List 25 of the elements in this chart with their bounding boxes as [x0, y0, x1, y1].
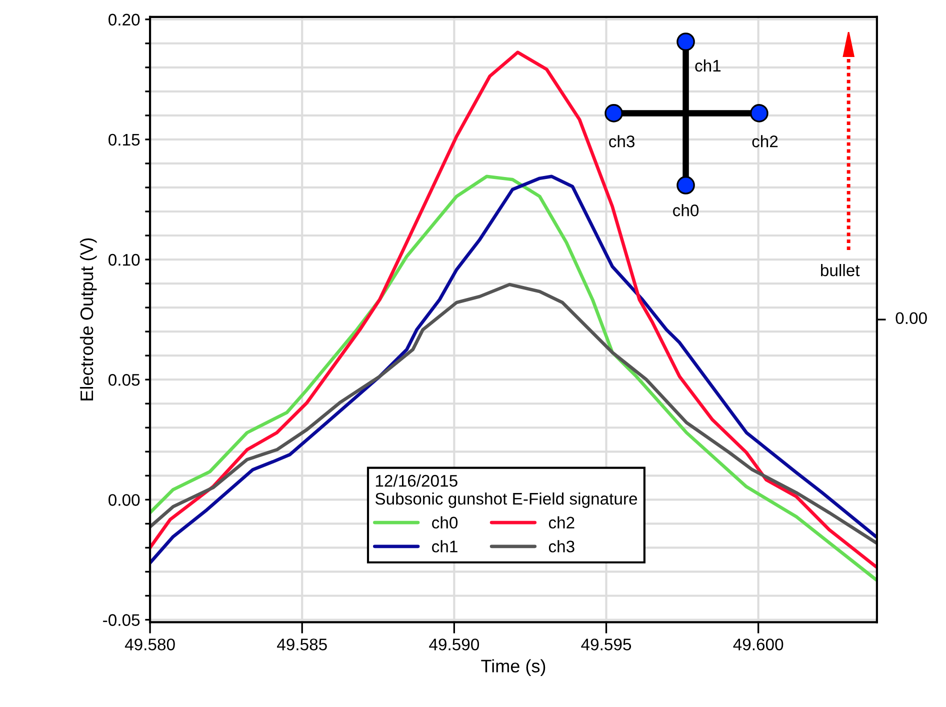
- x-tick-label: 49.595: [581, 638, 632, 650]
- x-tick-label: 49.590: [429, 638, 480, 650]
- legend-label: ch3: [548, 540, 574, 552]
- annotation: ch0: [673, 204, 699, 216]
- y-tick-label: 0.15: [108, 134, 140, 146]
- y-tick-label: 0.20: [108, 14, 140, 26]
- annotation: ch3: [609, 135, 634, 148]
- legend-label: ch1: [432, 540, 458, 552]
- y-tick-label: 0.10: [108, 254, 140, 266]
- line-series: [150, 50, 877, 568]
- x-tick-label: 49.585: [277, 638, 327, 650]
- y-tick-label: -0.05: [103, 614, 140, 626]
- y-tick-label: 0.00: [108, 494, 140, 506]
- x-tick-label: 49.580: [124, 638, 175, 650]
- text: 0.00: [896, 312, 927, 324]
- legend-label: ch0: [432, 516, 458, 529]
- y-axis-title: Electrode Output (V): [80, 238, 97, 400]
- annotation: ch2: [752, 135, 778, 148]
- annotation: ch1: [695, 59, 721, 72]
- annotation: bullet: [821, 264, 860, 276]
- x-tick-label: 49.600: [733, 638, 784, 650]
- y-tick-label: 0.05: [108, 374, 140, 386]
- x-axis-title: Time (s): [481, 659, 546, 676]
- legend-label: ch2: [548, 516, 574, 529]
- legend-title: 12/16/2015 Subsonic gunshot E-Field signature: [375, 474, 638, 508]
